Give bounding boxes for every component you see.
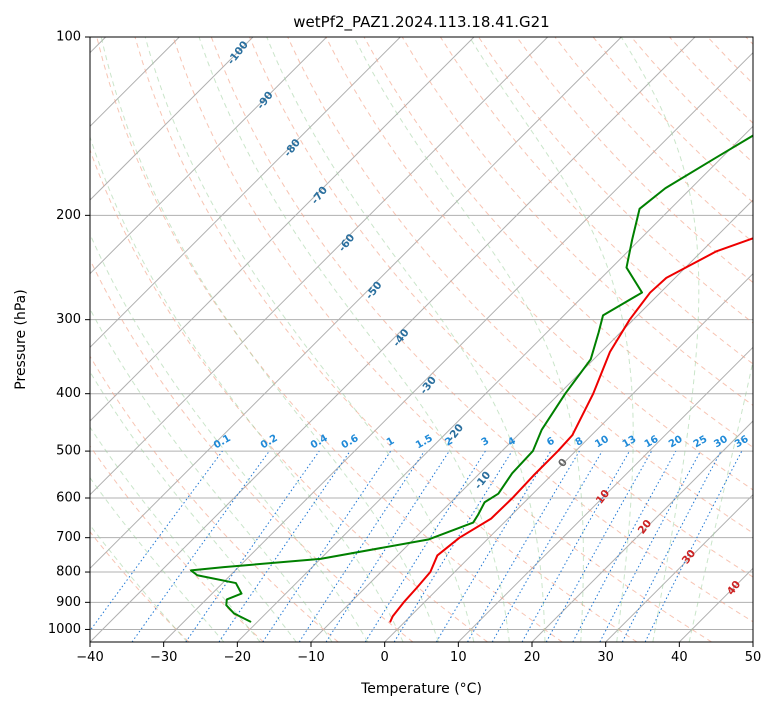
mixing-ratio-line (298, 450, 425, 642)
dry-adiabat (90, 531, 190, 642)
dewpoint-profile-line (190, 134, 753, 623)
dry-adiabat (96, 37, 563, 642)
mixing-ratio-line (131, 450, 270, 642)
y-axis-label: Pressure (hPa) (13, 289, 29, 389)
isotherm-line (752, 641, 753, 642)
y-tick-label: 1000 (48, 622, 81, 637)
isotherm-line (90, 37, 475, 422)
mixing-ratio-line (572, 450, 677, 642)
mixing-ratio-line (218, 450, 351, 642)
moist-adiabat (90, 476, 225, 642)
x-axis-label: Temperature (°C) (360, 681, 482, 697)
mixing-ratio-line (325, 450, 450, 642)
x-tick-label: 50 (745, 650, 762, 665)
mixing-ratio-label: 8 (574, 436, 586, 449)
y-tick-label: 300 (56, 312, 81, 327)
moist-adiabat (353, 37, 584, 642)
mixing-ratio-label: 4 (506, 436, 518, 449)
moist-adiabat (100, 37, 439, 642)
dry-adiabat (90, 355, 339, 642)
x-tick-label: 10 (450, 650, 467, 665)
isotherm-line (605, 493, 753, 642)
mixing-ratio-label: 6 (545, 436, 557, 449)
y-tick-label: 200 (56, 208, 81, 223)
moist-adiabat (90, 233, 369, 642)
dry-adiabat (172, 37, 712, 642)
moist-adiabat (266, 37, 546, 642)
mixing-ratio-label: 2 (443, 436, 455, 449)
isotherm-line (90, 37, 401, 349)
isotherm-line (384, 272, 753, 642)
x-tick-label: 0 (381, 650, 389, 665)
x-tick-label: −10 (297, 650, 324, 665)
plot-frame (89, 36, 754, 643)
x-tick-label: 20 (524, 650, 541, 665)
y-tick-label: 900 (56, 595, 81, 610)
y-tick-label: 100 (56, 30, 81, 45)
temperature-profile-line (389, 237, 753, 623)
y-tick-label: 600 (56, 491, 81, 506)
isotherm-line (90, 37, 328, 275)
isotherm-line (236, 125, 753, 642)
mixing-ratio-line (644, 450, 743, 642)
isotherm-line (531, 420, 753, 642)
dry-adiabat (439, 37, 753, 365)
dry-adiabat (401, 37, 753, 406)
isotherm-line (90, 37, 622, 570)
y-tick-label: 700 (56, 530, 81, 545)
dry-adiabat (516, 37, 753, 284)
mixing-ratio-line (262, 450, 392, 642)
mixing-ratio-line (393, 450, 513, 642)
x-tick-label: −40 (76, 650, 103, 665)
isotherm-line (457, 346, 753, 642)
x-tick-label: −20 (224, 650, 251, 665)
moist-adiabat (90, 426, 261, 642)
x-tick-label: 30 (597, 650, 614, 665)
dry-adiabat (287, 37, 753, 534)
mixing-ratio-line (545, 450, 653, 642)
mixing-ratio-line (185, 450, 320, 642)
x-tick-label: −30 (150, 650, 177, 665)
y-tick-label: 500 (56, 444, 81, 459)
x-tick-label: 40 (671, 650, 688, 665)
mixing-ratio-line (90, 450, 223, 632)
y-tick-label: 800 (56, 565, 81, 580)
moist-adiabat (144, 37, 475, 642)
moist-adiabat (90, 370, 297, 642)
isotherm-line (163, 51, 753, 642)
mixing-ratio-label: 1 (385, 436, 397, 449)
isotherm-line (310, 199, 753, 642)
dry-adiabat (134, 37, 638, 642)
moist-adiabat (620, 37, 700, 642)
dry-adiabat (90, 148, 488, 642)
isotherm-line (90, 37, 549, 496)
y-tick-label: 400 (56, 386, 81, 401)
dry-adiabat (249, 37, 753, 578)
dry-adiabat (210, 37, 753, 623)
mixing-ratio-label: 3 (480, 436, 492, 449)
mixing-ratio-line (521, 450, 630, 642)
chart-title: wetPf2_PAZ1.2024.113.18.41.G21 (293, 13, 549, 32)
dry-adiabat (90, 258, 414, 642)
moist-adiabat (90, 524, 188, 642)
isotherm-line (90, 37, 696, 642)
dry-adiabat (90, 445, 264, 642)
moist-adiabat (90, 135, 404, 642)
isotherm-line (90, 37, 254, 201)
